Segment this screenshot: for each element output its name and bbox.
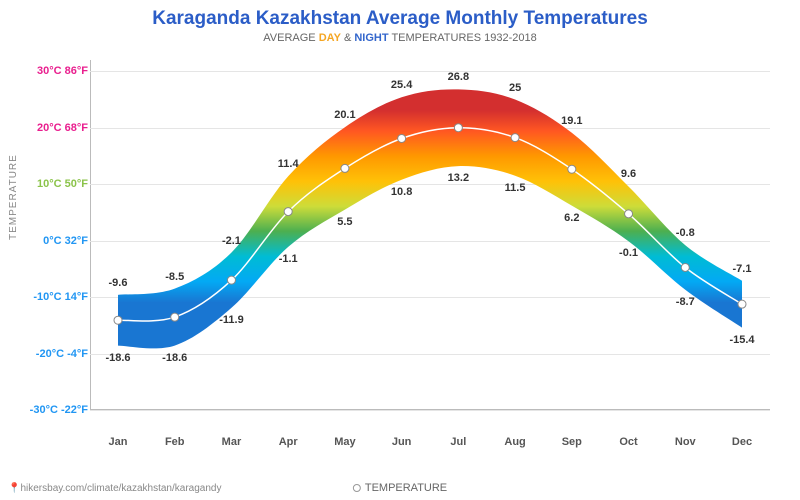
data-marker xyxy=(738,300,746,308)
data-marker xyxy=(171,313,179,321)
x-tick-label: Feb xyxy=(165,436,185,448)
subtitle-suffix: TEMPERATURES 1932-2018 xyxy=(389,32,537,44)
day-value-label: 26.8 xyxy=(448,71,469,83)
chart-title: Karaganda Kazakhstan Average Monthly Tem… xyxy=(0,0,800,30)
data-marker xyxy=(284,208,292,216)
y-tick-label: -20°C -4°F xyxy=(18,348,88,360)
y-tick-label: 20°C 68°F xyxy=(18,122,88,134)
x-tick-label: Mar xyxy=(222,436,242,448)
night-value-label: -0.1 xyxy=(619,247,638,259)
location-pin-icon: 📍 xyxy=(8,483,20,494)
day-value-label: 20.1 xyxy=(334,109,355,121)
night-value-label: -1.1 xyxy=(279,253,298,265)
x-tick-label: Jan xyxy=(109,436,128,448)
day-value-label: 11.4 xyxy=(278,158,299,170)
y-tick-label: -30°C -22°F xyxy=(18,404,88,416)
subtitle-amp: & xyxy=(341,32,354,44)
data-marker xyxy=(511,134,519,142)
data-marker xyxy=(227,276,235,284)
day-value-label: 25.4 xyxy=(391,79,412,91)
night-value-label: 6.2 xyxy=(564,212,579,224)
x-tick-label: Apr xyxy=(279,436,298,448)
day-value-label: -2.1 xyxy=(222,235,241,247)
night-value-label: -18.6 xyxy=(105,352,130,364)
y-axis-label: TEMPERATURE xyxy=(8,154,19,240)
y-tick-label: 0°C 32°F xyxy=(18,235,88,247)
legend: TEMPERATURE xyxy=(353,482,447,494)
data-marker xyxy=(114,316,122,324)
data-marker xyxy=(681,263,689,271)
legend-label: TEMPERATURE xyxy=(365,482,447,494)
night-value-label: -11.9 xyxy=(219,314,243,326)
night-value-label: -18.6 xyxy=(162,352,187,364)
day-value-label: 19.1 xyxy=(561,115,582,127)
day-value-label: -9.6 xyxy=(109,277,128,289)
night-value-label: -8.7 xyxy=(676,296,695,308)
night-value-label: 13.2 xyxy=(448,172,469,184)
x-tick-label: Dec xyxy=(732,436,752,448)
chart-subtitle: AVERAGE DAY & NIGHT TEMPERATURES 1932-20… xyxy=(0,32,800,44)
data-marker xyxy=(454,124,462,132)
x-tick-label: May xyxy=(334,436,355,448)
y-tick-label: -10°C 14°F xyxy=(18,291,88,303)
data-marker xyxy=(568,165,576,173)
source-text: hikersbay.com/climate/kazakhstan/karagan… xyxy=(20,483,221,494)
x-tick-label: Jun xyxy=(392,436,412,448)
subtitle-night: NIGHT xyxy=(354,32,388,44)
day-value-label: -8.5 xyxy=(165,271,184,283)
subtitle-prefix: AVERAGE xyxy=(263,32,318,44)
x-tick-label: Sep xyxy=(562,436,582,448)
data-marker xyxy=(341,164,349,172)
y-tick-label: 10°C 50°F xyxy=(18,178,88,190)
night-value-label: 10.8 xyxy=(391,186,412,198)
day-value-label: 9.6 xyxy=(621,168,636,180)
temperature-band xyxy=(90,60,770,410)
night-value-label: 5.5 xyxy=(337,216,352,228)
x-tick-label: Oct xyxy=(619,436,637,448)
x-tick-label: Jul xyxy=(450,436,466,448)
legend-marker-icon xyxy=(353,484,361,492)
day-value-label: -0.8 xyxy=(676,227,695,239)
gridline xyxy=(90,410,770,411)
data-marker xyxy=(398,134,406,142)
source-link[interactable]: 📍hikersbay.com/climate/kazakhstan/karaga… xyxy=(8,483,221,494)
chart-area: JanFebMarAprMayJunJulAugSepOctNovDec-9.6… xyxy=(90,60,780,430)
data-marker xyxy=(625,210,633,218)
subtitle-day: DAY xyxy=(319,32,341,44)
temperature-band-fill xyxy=(118,89,742,348)
day-value-label: -7.1 xyxy=(733,263,752,275)
x-tick-label: Aug xyxy=(504,436,525,448)
night-value-label: 11.5 xyxy=(505,182,526,194)
x-tick-label: Nov xyxy=(675,436,696,448)
night-value-label: -15.4 xyxy=(729,334,754,346)
day-value-label: 25 xyxy=(509,82,521,94)
y-tick-label: 30°C 86°F xyxy=(18,65,88,77)
